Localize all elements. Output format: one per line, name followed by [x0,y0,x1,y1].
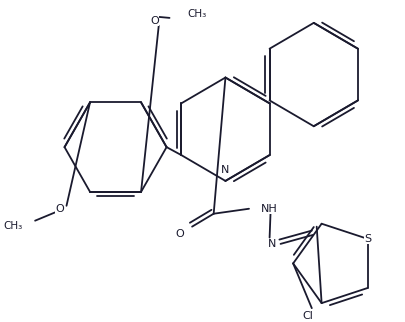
Text: N: N [269,239,277,249]
Text: N: N [221,165,230,175]
Text: O: O [150,16,159,26]
Text: CH₃: CH₃ [187,9,207,19]
Text: NH: NH [261,204,277,214]
Text: S: S [364,234,371,244]
Text: CH₃: CH₃ [3,221,22,231]
Text: O: O [55,204,64,214]
Text: Cl: Cl [303,311,313,321]
Text: O: O [175,229,184,239]
